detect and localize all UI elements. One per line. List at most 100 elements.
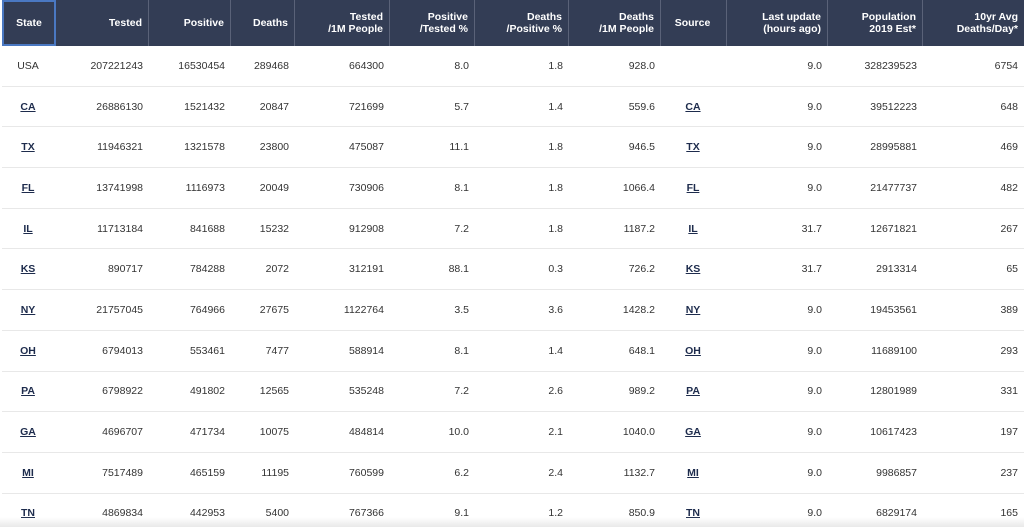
positive-pct-cell: 8.1 (390, 331, 475, 372)
positive-cell: 784288 (149, 249, 231, 291)
header-tested-per-1m[interactable]: Tested/1M People (295, 0, 390, 46)
header-deaths-pct[interactable]: Deaths/Positive % (475, 0, 569, 46)
positive-pct-cell: 5.7 (390, 87, 475, 128)
tested-per-1m-cell: 1122764 (295, 290, 390, 331)
source-link[interactable]: MI (687, 466, 699, 479)
header-avg-deaths[interactable]: 10yr Avg Deaths/Day* (923, 0, 1024, 46)
avg-deaths-cell: 237 (923, 453, 1024, 494)
last-update-cell: 9.0 (727, 453, 828, 494)
last-update-cell: 9.0 (727, 127, 828, 169)
state-link[interactable]: PA (21, 385, 35, 398)
deaths-cell: 23800 (231, 127, 295, 169)
avg-deaths-cell: 165 (923, 494, 1024, 527)
source-link[interactable]: OH (685, 344, 701, 357)
header-source[interactable]: Source (661, 0, 727, 46)
state-link[interactable]: IL (23, 222, 33, 235)
state-link[interactable]: NY (20, 303, 36, 316)
deaths-cell: 12565 (231, 372, 295, 413)
state-link[interactable]: TX (21, 141, 35, 154)
population-cell: 19453561 (828, 290, 923, 331)
state-link[interactable]: OH (20, 344, 36, 357)
deaths-cell: 2072 (231, 249, 295, 291)
deaths-pct-cell: 3.6 (475, 290, 569, 331)
table-row: USA 207221243 16530454 289468 664300 8.0… (2, 46, 1024, 87)
state-link[interactable]: GA (20, 426, 36, 439)
deaths-pct-cell: 2.4 (475, 453, 569, 494)
deaths-per-1m-cell: 1040.0 (569, 412, 661, 453)
source-cell: FL (661, 168, 727, 209)
header-state[interactable]: State (2, 0, 56, 46)
deaths-pct-cell: 1.8 (475, 46, 569, 87)
last-update-cell: 31.7 (727, 209, 828, 250)
tested-per-1m-cell: 475087 (295, 127, 390, 169)
positive-cell: 764966 (149, 290, 231, 331)
state-link[interactable]: CA (20, 100, 36, 113)
source-link[interactable]: FL (686, 181, 700, 194)
tested-per-1m-cell: 912908 (295, 209, 390, 250)
deaths-cell: 5400 (231, 494, 295, 527)
deaths-cell: 15232 (231, 209, 295, 250)
tested-cell: 6798922 (56, 372, 149, 413)
table-row: KS 890717 784288 2072 312191 88.1 0.3 72… (2, 249, 1024, 291)
deaths-cell: 289468 (231, 46, 295, 87)
deaths-pct-cell: 0.3 (475, 249, 569, 291)
state-cell: USA (2, 46, 56, 87)
header-last-update-line1: Last update (762, 11, 821, 23)
deaths-pct-cell: 1.8 (475, 168, 569, 209)
header-positive[interactable]: Positive (149, 0, 231, 46)
positive-pct-cell: 8.1 (390, 168, 475, 209)
header-population[interactable]: Population 2019 Est* (828, 0, 923, 46)
tested-cell: 4696707 (56, 412, 149, 453)
deaths-per-1m-cell: 648.1 (569, 331, 661, 372)
source-cell: NY (661, 290, 727, 331)
positive-pct-cell: 11.1 (390, 127, 475, 169)
source-link[interactable]: TN (686, 507, 700, 520)
deaths-per-1m-cell: 850.9 (569, 494, 661, 527)
deaths-pct-cell: 1.4 (475, 331, 569, 372)
source-link[interactable]: CA (685, 100, 701, 113)
population-cell: 6829174 (828, 494, 923, 527)
header-deaths[interactable]: Deaths (231, 0, 295, 46)
source-link[interactable]: PA (686, 385, 700, 398)
table-row: GA 4696707 471734 10075 484814 10.0 2.1 … (2, 412, 1024, 453)
header-positive-pct[interactable]: Positive/Tested % (390, 0, 475, 46)
header-deaths-per-1m[interactable]: Deaths/1M People (569, 0, 661, 46)
tested-cell: 207221243 (56, 46, 149, 87)
source-cell: PA (661, 372, 727, 413)
source-link[interactable]: IL (688, 222, 698, 235)
positive-pct-cell: 6.2 (390, 453, 475, 494)
state-link[interactable]: TN (21, 507, 35, 520)
header-last-update[interactable]: Last update (hours ago) (727, 0, 828, 46)
state-cell: IL (2, 209, 56, 250)
source-link[interactable]: GA (685, 426, 701, 439)
positive-cell: 553461 (149, 331, 231, 372)
source-link[interactable]: NY (685, 303, 701, 316)
state-cell: KS (2, 249, 56, 291)
source-link[interactable]: TX (686, 141, 700, 154)
deaths-per-1m-cell: 928.0 (569, 46, 661, 87)
header-tested[interactable]: Tested (56, 0, 149, 46)
header-last-update-line2: (hours ago) (763, 23, 821, 35)
deaths-pct-cell: 1.2 (475, 494, 569, 527)
tested-cell: 7517489 (56, 453, 149, 494)
source-cell: IL (661, 209, 727, 250)
state-link[interactable]: MI (22, 466, 34, 479)
population-cell: 21477737 (828, 168, 923, 209)
deaths-cell: 11195 (231, 453, 295, 494)
population-cell: 10617423 (828, 412, 923, 453)
last-update-cell: 31.7 (727, 249, 828, 291)
tested-cell: 13741998 (56, 168, 149, 209)
tested-per-1m-cell: 664300 (295, 46, 390, 87)
state-cell: CA (2, 87, 56, 128)
table-row: TX 11946321 1321578 23800 475087 11.1 1.… (2, 127, 1024, 169)
table-row: NY 21757045 764966 27675 1122764 3.5 3.6… (2, 290, 1024, 331)
table-row: TN 4869834 442953 5400 767366 9.1 1.2 85… (2, 494, 1024, 527)
state-link[interactable]: FL (21, 181, 35, 194)
state-link[interactable]: KS (20, 263, 36, 276)
state-cell: OH (2, 331, 56, 372)
source-link[interactable]: KS (685, 263, 701, 276)
deaths-pct-cell: 1.8 (475, 127, 569, 169)
state-cell: TN (2, 494, 56, 527)
header-deaths-per-1m-line1: Deaths (618, 11, 654, 23)
deaths-per-1m-cell: 1187.2 (569, 209, 661, 250)
